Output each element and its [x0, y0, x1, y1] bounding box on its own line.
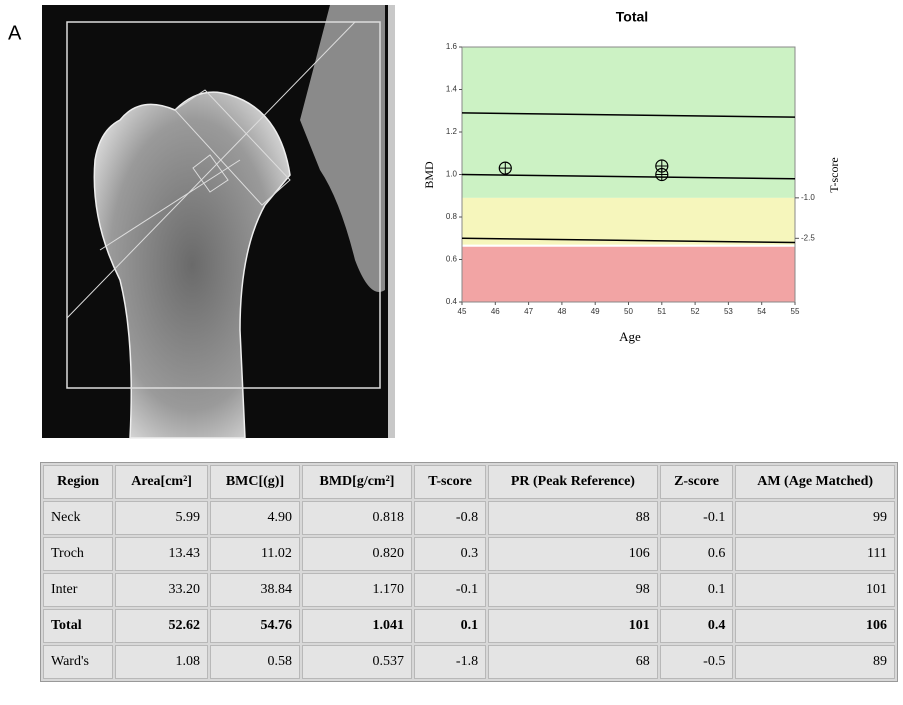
- table-cell: 38.84: [210, 573, 300, 607]
- xray-image: [42, 5, 395, 438]
- header-cell: T-score: [414, 465, 486, 499]
- x-tick-label: 53: [724, 307, 733, 316]
- table-cell: 1.170: [302, 573, 412, 607]
- table-cell: 13.43: [115, 537, 208, 571]
- table-cell: 0.537: [302, 645, 412, 679]
- data-point: [499, 162, 511, 174]
- table-cell: 33.20: [115, 573, 208, 607]
- table-cell: 0.3: [414, 537, 486, 571]
- chart: Total Age BMD T-score 0.4 0.6 0.8 1.0 1.2 1.4…: [422, 9, 841, 344]
- table-cell: 4.90: [210, 501, 300, 535]
- page: A Total Age BMD T-score 0.4 0.6 0.8 1.0 1.2 1…: [0, 0, 903, 705]
- header-cell: PR (Peak Reference): [488, 465, 658, 499]
- header-cell: AM (Age Matched): [735, 465, 895, 499]
- table-cell: 1.041: [302, 609, 412, 643]
- header-cell: BMC[(g)]: [210, 465, 300, 499]
- table-cell: -0.1: [660, 501, 734, 535]
- table-cell: 0.820: [302, 537, 412, 571]
- x-tick-label: 52: [691, 307, 700, 316]
- table-cell: 0.4: [660, 609, 734, 643]
- y-axis-label: BMD: [422, 161, 436, 189]
- table-cell: 0.1: [414, 609, 486, 643]
- y-tick-label: 1.0: [446, 170, 458, 179]
- table-cell: 68: [488, 645, 658, 679]
- header-cell: BMD[g/cm²]: [302, 465, 412, 499]
- table-cell: Inter: [43, 573, 113, 607]
- x-tick-label: 46: [491, 307, 500, 316]
- table-cell: 111: [735, 537, 895, 571]
- y-tick-label: 0.6: [446, 255, 458, 264]
- table-cell: 0.6: [660, 537, 734, 571]
- table-cell: 101: [488, 609, 658, 643]
- table-cell: Ward's: [43, 645, 113, 679]
- table-cell: -0.5: [660, 645, 734, 679]
- y2-tick-label: -1.0: [801, 193, 815, 202]
- y-tick-label: 1.2: [446, 127, 458, 136]
- figure: A Total Age BMD T-score 0.4 0.6 0.8 1.0 1.2 1…: [0, 0, 903, 455]
- table-cell: 0.818: [302, 501, 412, 535]
- y-tick-label: 0.4: [446, 297, 458, 306]
- table-cell: 54.76: [210, 609, 300, 643]
- y-tick-label: 0.8: [446, 212, 458, 221]
- band: [462, 247, 795, 302]
- x-tick-label: 45: [458, 307, 467, 316]
- x-tick-label: 47: [524, 307, 533, 316]
- y-tick-label: 1.4: [446, 85, 458, 94]
- chart-title: Total: [616, 9, 648, 25]
- x-tick-label: 51: [657, 307, 666, 316]
- table-cell: 98: [488, 573, 658, 607]
- x-tick-label: 49: [591, 307, 600, 316]
- x-tick-label: 50: [624, 307, 633, 316]
- table-cell: 0.1: [660, 573, 734, 607]
- table-cell: -0.8: [414, 501, 486, 535]
- data-point: [656, 169, 668, 181]
- x-tick-label: 48: [557, 307, 566, 316]
- band: [462, 198, 795, 245]
- table-cell: Neck: [43, 501, 113, 535]
- table-cell: 106: [488, 537, 658, 571]
- panel-label: A: [8, 22, 22, 44]
- x-tick-label: 55: [791, 307, 800, 316]
- table-cell: 99: [735, 501, 895, 535]
- y2-axis-label: T-score: [827, 157, 841, 193]
- table-cell: 101: [735, 573, 895, 607]
- table-cell: -1.8: [414, 645, 486, 679]
- table-cell: 0.58: [210, 645, 300, 679]
- y2-tick-label: -2.5: [801, 233, 815, 242]
- table-cell: 11.02: [210, 537, 300, 571]
- y-tick-label: 1.6: [446, 42, 458, 51]
- table-cell: 89: [735, 645, 895, 679]
- table-cell: -0.1: [414, 573, 486, 607]
- table-cell: 5.99: [115, 501, 208, 535]
- header-cell: Z-score: [660, 465, 734, 499]
- table-cell: 52.62: [115, 609, 208, 643]
- header-cell: Region: [43, 465, 113, 499]
- x-axis-label: Age: [619, 329, 641, 344]
- header-cell: Area[cm²]: [115, 465, 208, 499]
- x-tick-label: 54: [757, 307, 766, 316]
- table-cell: 1.08: [115, 645, 208, 679]
- table-cell: 88: [488, 501, 658, 535]
- table-cell: Troch: [43, 537, 113, 571]
- table-cell: 106: [735, 609, 895, 643]
- table-cell: Total: [43, 609, 113, 643]
